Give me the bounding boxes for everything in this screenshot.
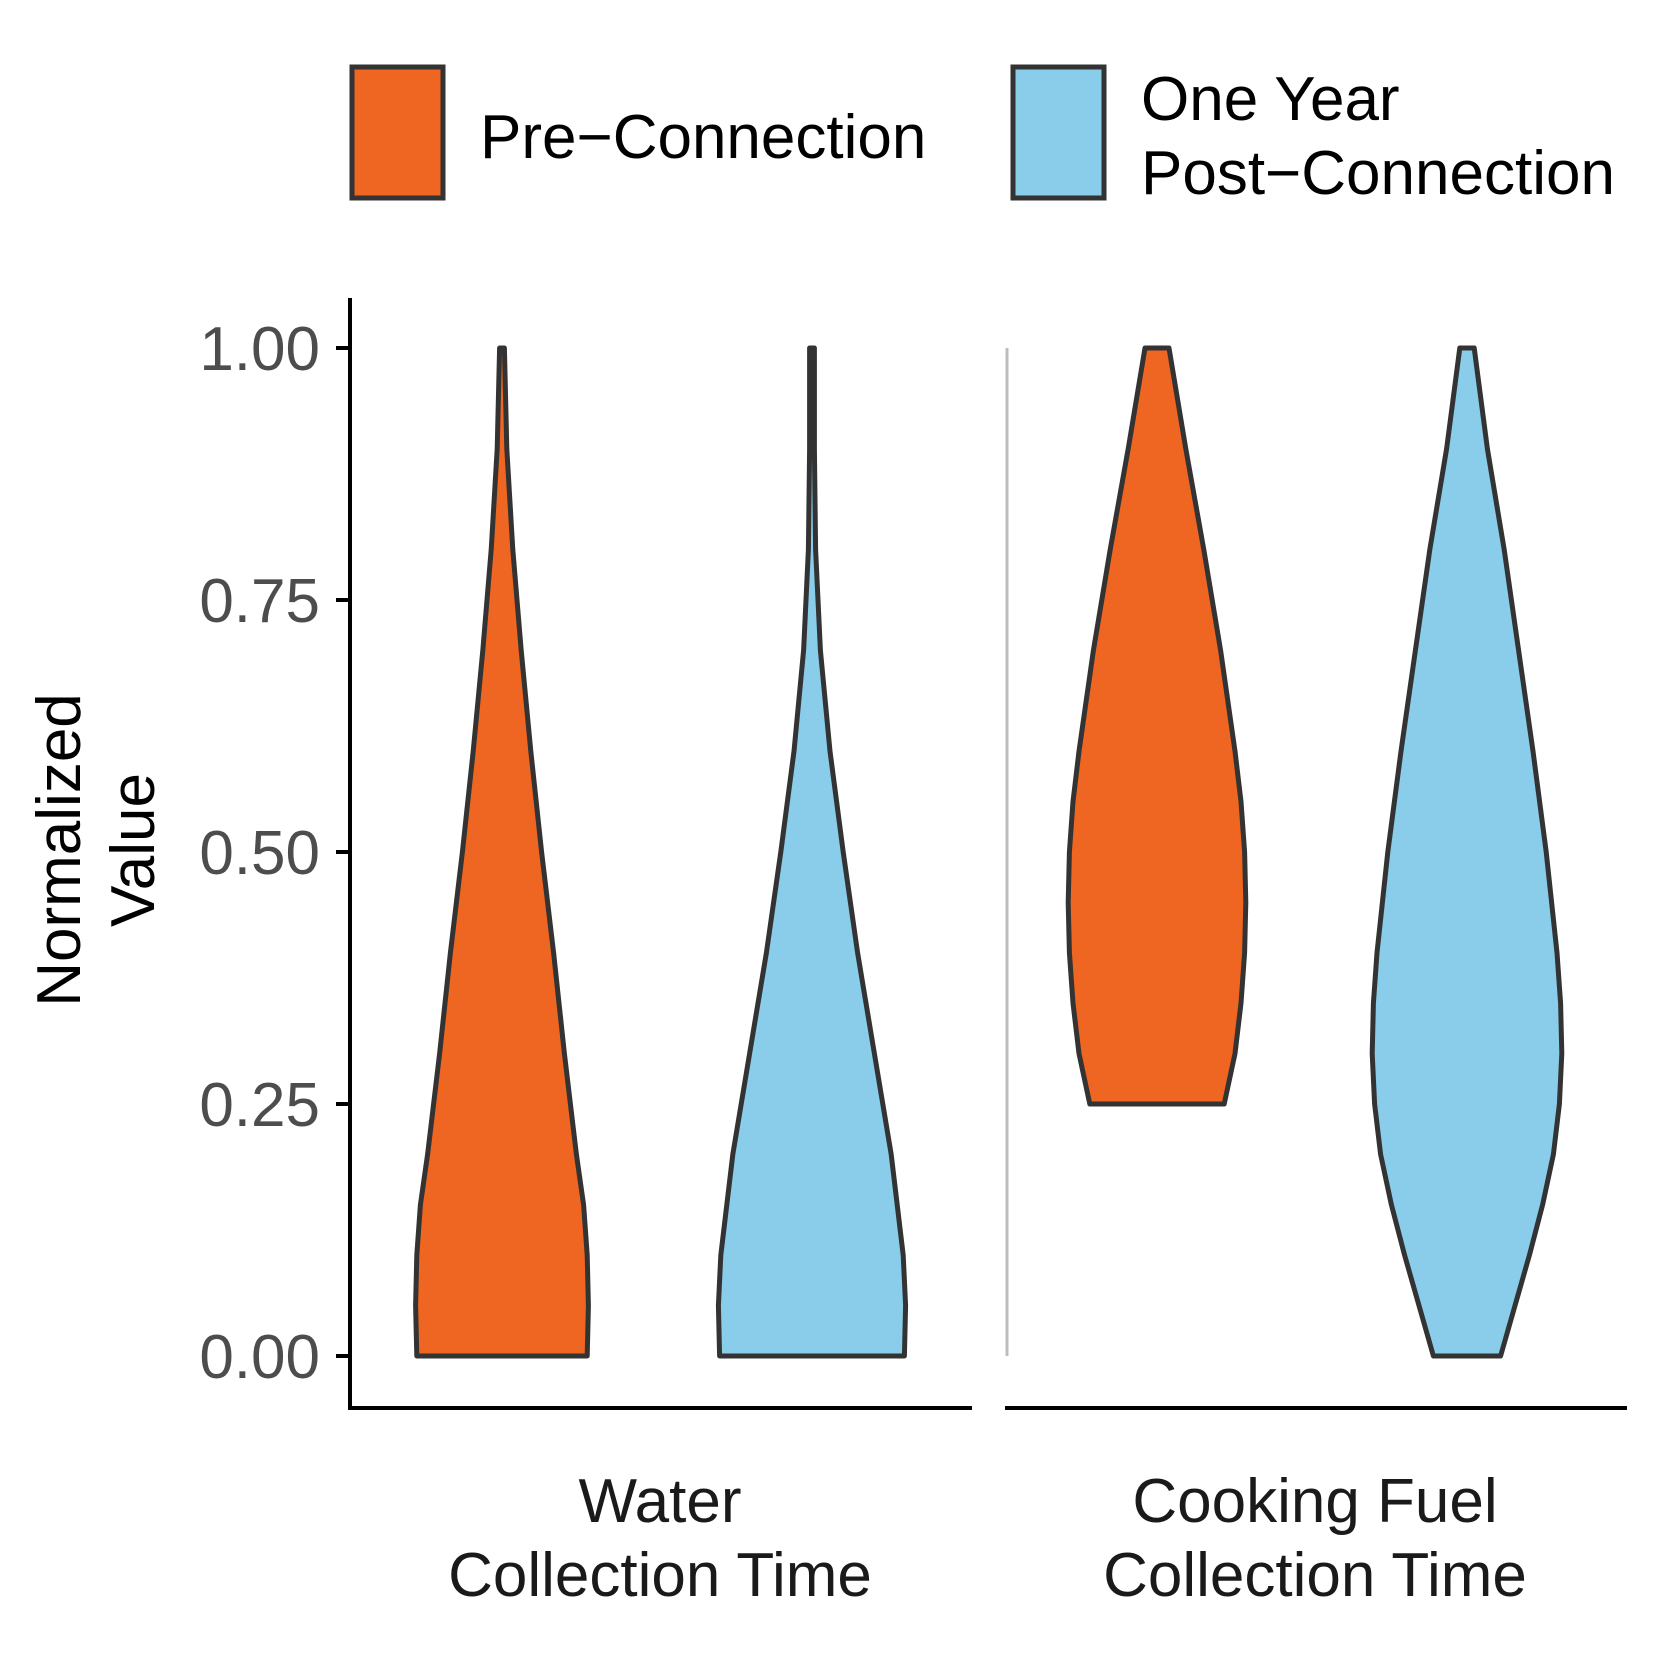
y-tick-label: 0.00 — [199, 1323, 320, 1392]
y-tick-label: 0.75 — [199, 567, 320, 636]
violin-series2-cat1 — [715, 345, 909, 1359]
legend-label-2: One Year — [1141, 65, 1400, 134]
y-axis-title-line: Normalized — [25, 693, 94, 1007]
x-category-label: Cooking Fuel — [1132, 1467, 1497, 1536]
violin-series1-cat2 — [1065, 345, 1249, 1107]
x-category-label: Collection Time — [1103, 1541, 1527, 1610]
legend-label-1: Pre−Connection — [480, 103, 926, 172]
x-category-label: Water — [578, 1467, 741, 1536]
x-category-label: Collection Time — [448, 1541, 872, 1610]
violin-series2-cat2 — [1369, 345, 1565, 1359]
violin-series1-cat1 — [413, 345, 591, 1359]
legend-swatch-2 — [1010, 64, 1107, 201]
y-tick-label: 1.00 — [199, 315, 320, 384]
plot-area: 0.00 0.25 0.50 0.75 1.00 — [199, 298, 1627, 1410]
legend-swatch-1 — [349, 64, 446, 201]
y-tick-label: 0.50 — [199, 819, 320, 888]
legend-label-2: Post−Connection — [1141, 139, 1615, 208]
y-axis-title-line: Value — [99, 773, 168, 927]
y-axis-title: Normalized Value — [25, 693, 168, 1007]
y-tick-label: 0.25 — [199, 1071, 320, 1140]
